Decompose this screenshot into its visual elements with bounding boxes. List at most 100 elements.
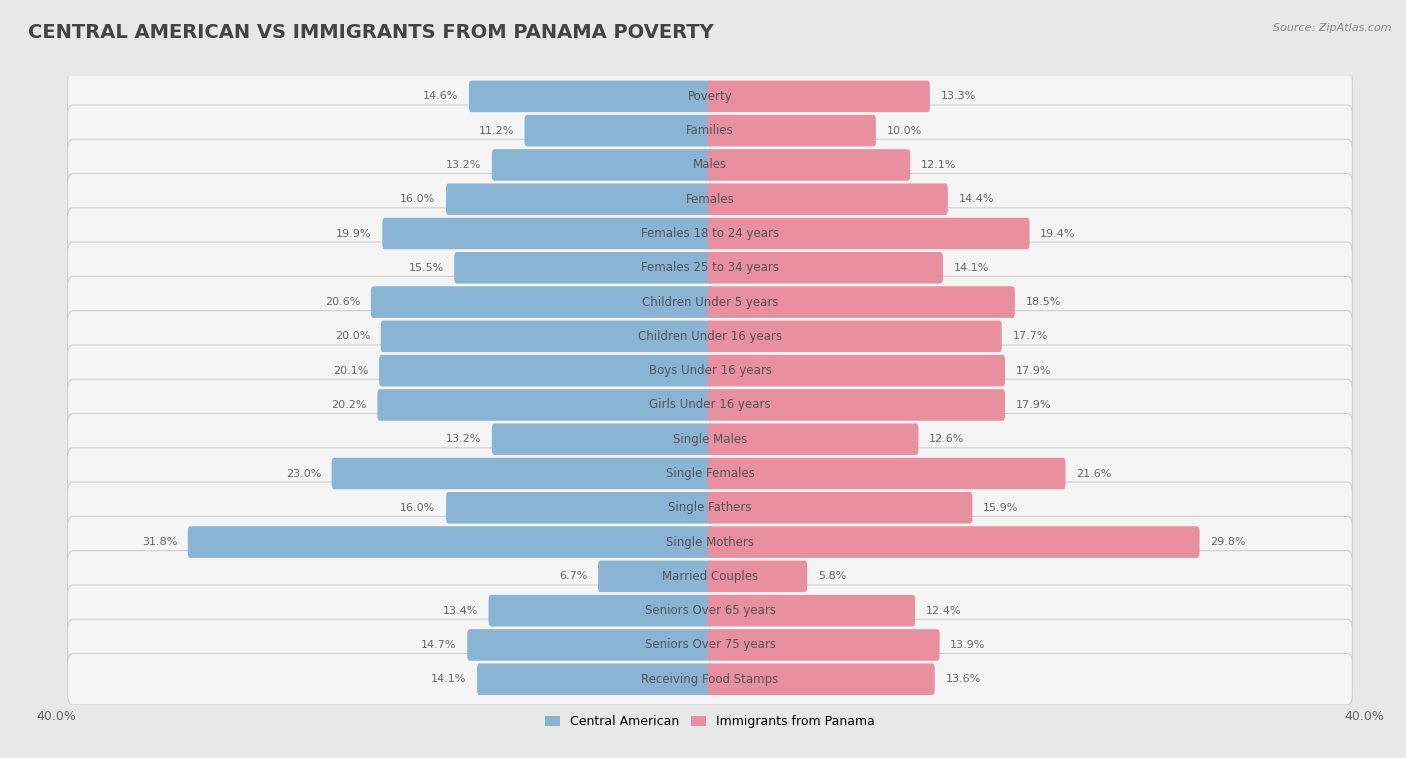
FancyBboxPatch shape	[707, 355, 1005, 387]
FancyBboxPatch shape	[381, 321, 713, 352]
FancyBboxPatch shape	[707, 526, 1199, 558]
Text: Single Fathers: Single Fathers	[668, 501, 752, 514]
Text: 13.2%: 13.2%	[446, 160, 481, 170]
FancyBboxPatch shape	[707, 321, 1002, 352]
Text: 10.0%: 10.0%	[887, 126, 922, 136]
Text: Single Mothers: Single Mothers	[666, 536, 754, 549]
Text: 20.2%: 20.2%	[332, 400, 367, 410]
FancyBboxPatch shape	[380, 355, 713, 387]
FancyBboxPatch shape	[492, 149, 713, 180]
FancyBboxPatch shape	[707, 252, 943, 283]
Text: Seniors Over 75 years: Seniors Over 75 years	[644, 638, 776, 651]
Text: 14.1%: 14.1%	[432, 674, 467, 684]
Text: 19.9%: 19.9%	[336, 228, 371, 239]
FancyBboxPatch shape	[524, 115, 713, 146]
Text: 6.7%: 6.7%	[560, 572, 588, 581]
FancyBboxPatch shape	[488, 595, 713, 626]
Text: Seniors Over 65 years: Seniors Over 65 years	[644, 604, 776, 617]
FancyBboxPatch shape	[707, 629, 939, 661]
Text: 18.5%: 18.5%	[1025, 297, 1062, 307]
Text: 13.4%: 13.4%	[443, 606, 478, 615]
FancyBboxPatch shape	[707, 424, 918, 455]
Text: 17.9%: 17.9%	[1015, 400, 1052, 410]
FancyBboxPatch shape	[377, 389, 713, 421]
Text: Females: Females	[686, 193, 734, 205]
FancyBboxPatch shape	[67, 414, 1353, 465]
FancyBboxPatch shape	[332, 458, 713, 489]
FancyBboxPatch shape	[67, 311, 1353, 362]
FancyBboxPatch shape	[707, 595, 915, 626]
FancyBboxPatch shape	[446, 183, 713, 215]
Text: 15.5%: 15.5%	[408, 263, 444, 273]
FancyBboxPatch shape	[454, 252, 713, 283]
FancyBboxPatch shape	[67, 174, 1353, 225]
FancyBboxPatch shape	[446, 492, 713, 524]
FancyBboxPatch shape	[470, 80, 713, 112]
Text: 12.1%: 12.1%	[921, 160, 956, 170]
Text: CENTRAL AMERICAN VS IMMIGRANTS FROM PANAMA POVERTY: CENTRAL AMERICAN VS IMMIGRANTS FROM PANA…	[28, 23, 714, 42]
Text: Males: Males	[693, 158, 727, 171]
Text: 20.0%: 20.0%	[335, 331, 370, 341]
Text: Source: ZipAtlas.com: Source: ZipAtlas.com	[1274, 23, 1392, 33]
Text: Boys Under 16 years: Boys Under 16 years	[648, 364, 772, 377]
Text: 14.1%: 14.1%	[953, 263, 988, 273]
Text: 13.6%: 13.6%	[945, 674, 980, 684]
FancyBboxPatch shape	[707, 389, 1005, 421]
FancyBboxPatch shape	[477, 663, 713, 695]
Text: 12.4%: 12.4%	[925, 606, 962, 615]
Text: 14.7%: 14.7%	[422, 640, 457, 650]
FancyBboxPatch shape	[67, 379, 1353, 431]
FancyBboxPatch shape	[707, 287, 1015, 318]
FancyBboxPatch shape	[707, 80, 929, 112]
Text: 20.6%: 20.6%	[325, 297, 360, 307]
FancyBboxPatch shape	[67, 550, 1353, 602]
FancyBboxPatch shape	[67, 139, 1353, 191]
FancyBboxPatch shape	[492, 424, 713, 455]
FancyBboxPatch shape	[67, 105, 1353, 156]
FancyBboxPatch shape	[707, 663, 935, 695]
FancyBboxPatch shape	[707, 149, 910, 180]
Text: Poverty: Poverty	[688, 90, 733, 103]
FancyBboxPatch shape	[707, 458, 1066, 489]
Text: 5.8%: 5.8%	[818, 572, 846, 581]
Text: 14.4%: 14.4%	[959, 194, 994, 204]
FancyBboxPatch shape	[371, 287, 713, 318]
Text: Families: Families	[686, 124, 734, 137]
Text: 29.8%: 29.8%	[1211, 537, 1246, 547]
Text: 15.9%: 15.9%	[983, 503, 1018, 513]
Text: 16.0%: 16.0%	[401, 503, 436, 513]
Text: 12.6%: 12.6%	[929, 434, 965, 444]
Text: 21.6%: 21.6%	[1076, 468, 1112, 478]
FancyBboxPatch shape	[67, 653, 1353, 705]
Legend: Central American, Immigrants from Panama: Central American, Immigrants from Panama	[540, 710, 880, 733]
Text: 23.0%: 23.0%	[285, 468, 321, 478]
Text: Females 25 to 34 years: Females 25 to 34 years	[641, 262, 779, 274]
Text: 17.7%: 17.7%	[1012, 331, 1047, 341]
FancyBboxPatch shape	[707, 218, 1029, 249]
FancyBboxPatch shape	[67, 70, 1353, 122]
Text: Children Under 16 years: Children Under 16 years	[638, 330, 782, 343]
Text: Single Males: Single Males	[673, 433, 747, 446]
FancyBboxPatch shape	[67, 448, 1353, 500]
FancyBboxPatch shape	[67, 208, 1353, 259]
Text: 13.2%: 13.2%	[446, 434, 481, 444]
Text: Married Couples: Married Couples	[662, 570, 758, 583]
FancyBboxPatch shape	[467, 629, 713, 661]
FancyBboxPatch shape	[707, 492, 973, 524]
FancyBboxPatch shape	[67, 516, 1353, 568]
FancyBboxPatch shape	[67, 482, 1353, 534]
Text: 13.3%: 13.3%	[941, 92, 976, 102]
Text: 16.0%: 16.0%	[401, 194, 436, 204]
Text: 11.2%: 11.2%	[478, 126, 515, 136]
Text: 20.1%: 20.1%	[333, 365, 368, 376]
Text: 19.4%: 19.4%	[1040, 228, 1076, 239]
Text: Females 18 to 24 years: Females 18 to 24 years	[641, 227, 779, 240]
FancyBboxPatch shape	[67, 619, 1353, 671]
FancyBboxPatch shape	[382, 218, 713, 249]
FancyBboxPatch shape	[188, 526, 713, 558]
Text: 13.9%: 13.9%	[950, 640, 986, 650]
FancyBboxPatch shape	[67, 345, 1353, 396]
FancyBboxPatch shape	[67, 242, 1353, 293]
Text: Girls Under 16 years: Girls Under 16 years	[650, 399, 770, 412]
FancyBboxPatch shape	[707, 561, 807, 592]
